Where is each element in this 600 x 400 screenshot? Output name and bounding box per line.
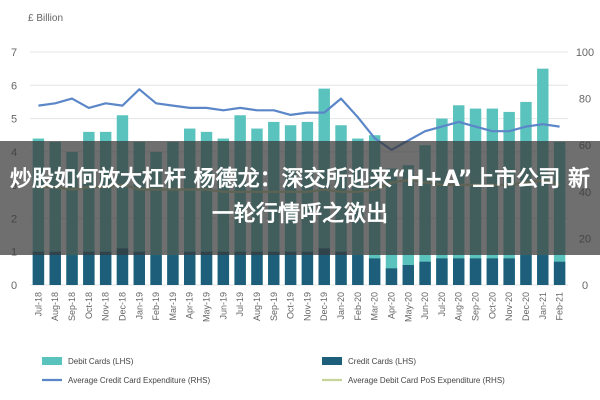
credit-bar	[99, 251, 112, 285]
x-axis-tick-label: Jun-20	[420, 292, 430, 320]
legend-credit-cards-label: Credit Cards (LHS)	[348, 357, 416, 366]
credit-bar	[385, 268, 398, 285]
credit-bar	[217, 251, 230, 285]
credit-bar	[335, 251, 347, 285]
x-axis-tick-label: Sep-19	[269, 292, 279, 321]
x-axis-tick-label: Jul-19	[235, 292, 245, 317]
left-axis-tick-label: 6	[11, 80, 17, 92]
right-axis-tick-label: 100	[576, 47, 594, 59]
credit-bar	[116, 248, 129, 285]
credit-bar	[318, 248, 330, 285]
legend-credit-cards-swatch	[322, 357, 342, 365]
x-axis-tick-label: Aug-19	[252, 292, 262, 321]
legend-avg-debit-pos-expenditure-label: Average Debit Card PoS Expenditure (RHS)	[348, 376, 505, 385]
x-axis-tick-label: Feb-21	[555, 292, 565, 321]
left-axis-unit-label: £ Billion	[28, 13, 63, 24]
x-axis-tick-label: May-20	[403, 292, 413, 322]
x-axis-tick-label: Oct-18	[84, 292, 94, 319]
credit-bar	[167, 255, 179, 285]
x-axis-tick-label: Oct-20	[487, 292, 497, 319]
credit-bar	[419, 261, 431, 285]
credit-bar	[284, 251, 297, 285]
x-axis-tick-label: Jan-20	[336, 292, 346, 320]
credit-bar	[453, 258, 465, 285]
x-axis-tick-label: Mar-19	[168, 292, 178, 321]
x-axis-tick-label: Jul-18	[33, 292, 43, 317]
x-axis-ticks: Jul-18 Aug-18 Sep-18 Oct-18 Nov-18 Dec-18 Jan-…	[33, 292, 564, 322]
credit-bar	[234, 251, 246, 285]
x-axis-tick-label: Oct-19	[286, 292, 296, 319]
legend: Debit Cards (LHS) Credit Cards (LHS) Avera…	[42, 357, 505, 385]
x-axis-tick-label: Mar-20	[370, 292, 380, 321]
x-axis-tick-label: Nov-18	[101, 292, 111, 321]
credit-bar	[66, 255, 78, 285]
overlay-title: 炒股如何放大杠杆 杨德龙：深交所迎来“H+A”上市公司 新一轮行情呼之欲出	[9, 167, 591, 227]
credit-bar	[486, 258, 499, 285]
credit-bar	[368, 258, 381, 285]
credit-bar	[150, 255, 162, 285]
credit-bar	[503, 258, 515, 285]
x-axis-tick-label: Jan-19	[134, 292, 144, 320]
x-axis-tick-label: Dec-20	[521, 292, 531, 321]
avg-credit-expenditure-line	[38, 88, 560, 151]
credit-bar	[133, 251, 145, 285]
x-axis-tick-label: Jun-19	[218, 292, 228, 320]
credit-bar	[200, 251, 213, 285]
x-axis-tick-label: Feb-20	[353, 292, 363, 321]
x-axis-tick-label: Aug-20	[454, 292, 464, 321]
credit-bar	[32, 251, 45, 285]
x-axis-tick-label: Sep-18	[67, 292, 77, 321]
credit-bar	[436, 258, 448, 285]
x-axis-tick-label: Nov-20	[504, 292, 514, 321]
legend-avg-credit-expenditure-label: Average Credit Card Expenditure (RHS)	[68, 376, 210, 385]
credit-bar	[520, 255, 532, 285]
legend-debit-cards-label: Debit Cards (LHS)	[68, 357, 134, 366]
credit-bar	[469, 258, 482, 285]
left-axis-tick-label: 0	[11, 280, 17, 292]
credit-bar	[83, 251, 95, 285]
credit-bar	[537, 255, 549, 285]
credit-bar	[49, 251, 61, 285]
credit-bar	[184, 251, 196, 285]
overlay-banner	[0, 141, 600, 255]
credit-bar	[352, 255, 364, 285]
x-axis-tick-label: Sep-20	[471, 292, 481, 321]
x-axis-tick-label: Jul-20	[437, 292, 447, 317]
legend-debit-cards-swatch	[42, 357, 62, 365]
x-axis-tick-label: Nov-19	[302, 292, 312, 321]
right-axis-tick-label: 80	[579, 94, 591, 106]
credit-bar	[301, 251, 314, 285]
x-axis-tick-label: Jan-21	[538, 292, 548, 320]
left-axis-tick-label: 5	[11, 114, 17, 126]
left-axis-tick-label: 7	[11, 47, 17, 59]
right-axis-tick-label: 0	[582, 280, 588, 292]
x-axis-tick-label: Dec-18	[117, 292, 127, 321]
credit-bars	[32, 248, 566, 285]
credit-bar	[268, 251, 280, 285]
credit-bar	[251, 251, 263, 285]
x-axis-tick-label: May-19	[202, 292, 212, 322]
x-axis-tick-label: Aug-18	[50, 292, 60, 321]
x-axis-tick-label: Apr-20	[386, 292, 396, 319]
credit-bar	[553, 261, 566, 285]
credit-bar	[402, 265, 414, 285]
x-axis-tick-label: Dec-19	[319, 292, 329, 321]
x-axis-tick-label: Feb-19	[151, 292, 161, 321]
x-axis-tick-label: Apr-19	[185, 292, 195, 319]
